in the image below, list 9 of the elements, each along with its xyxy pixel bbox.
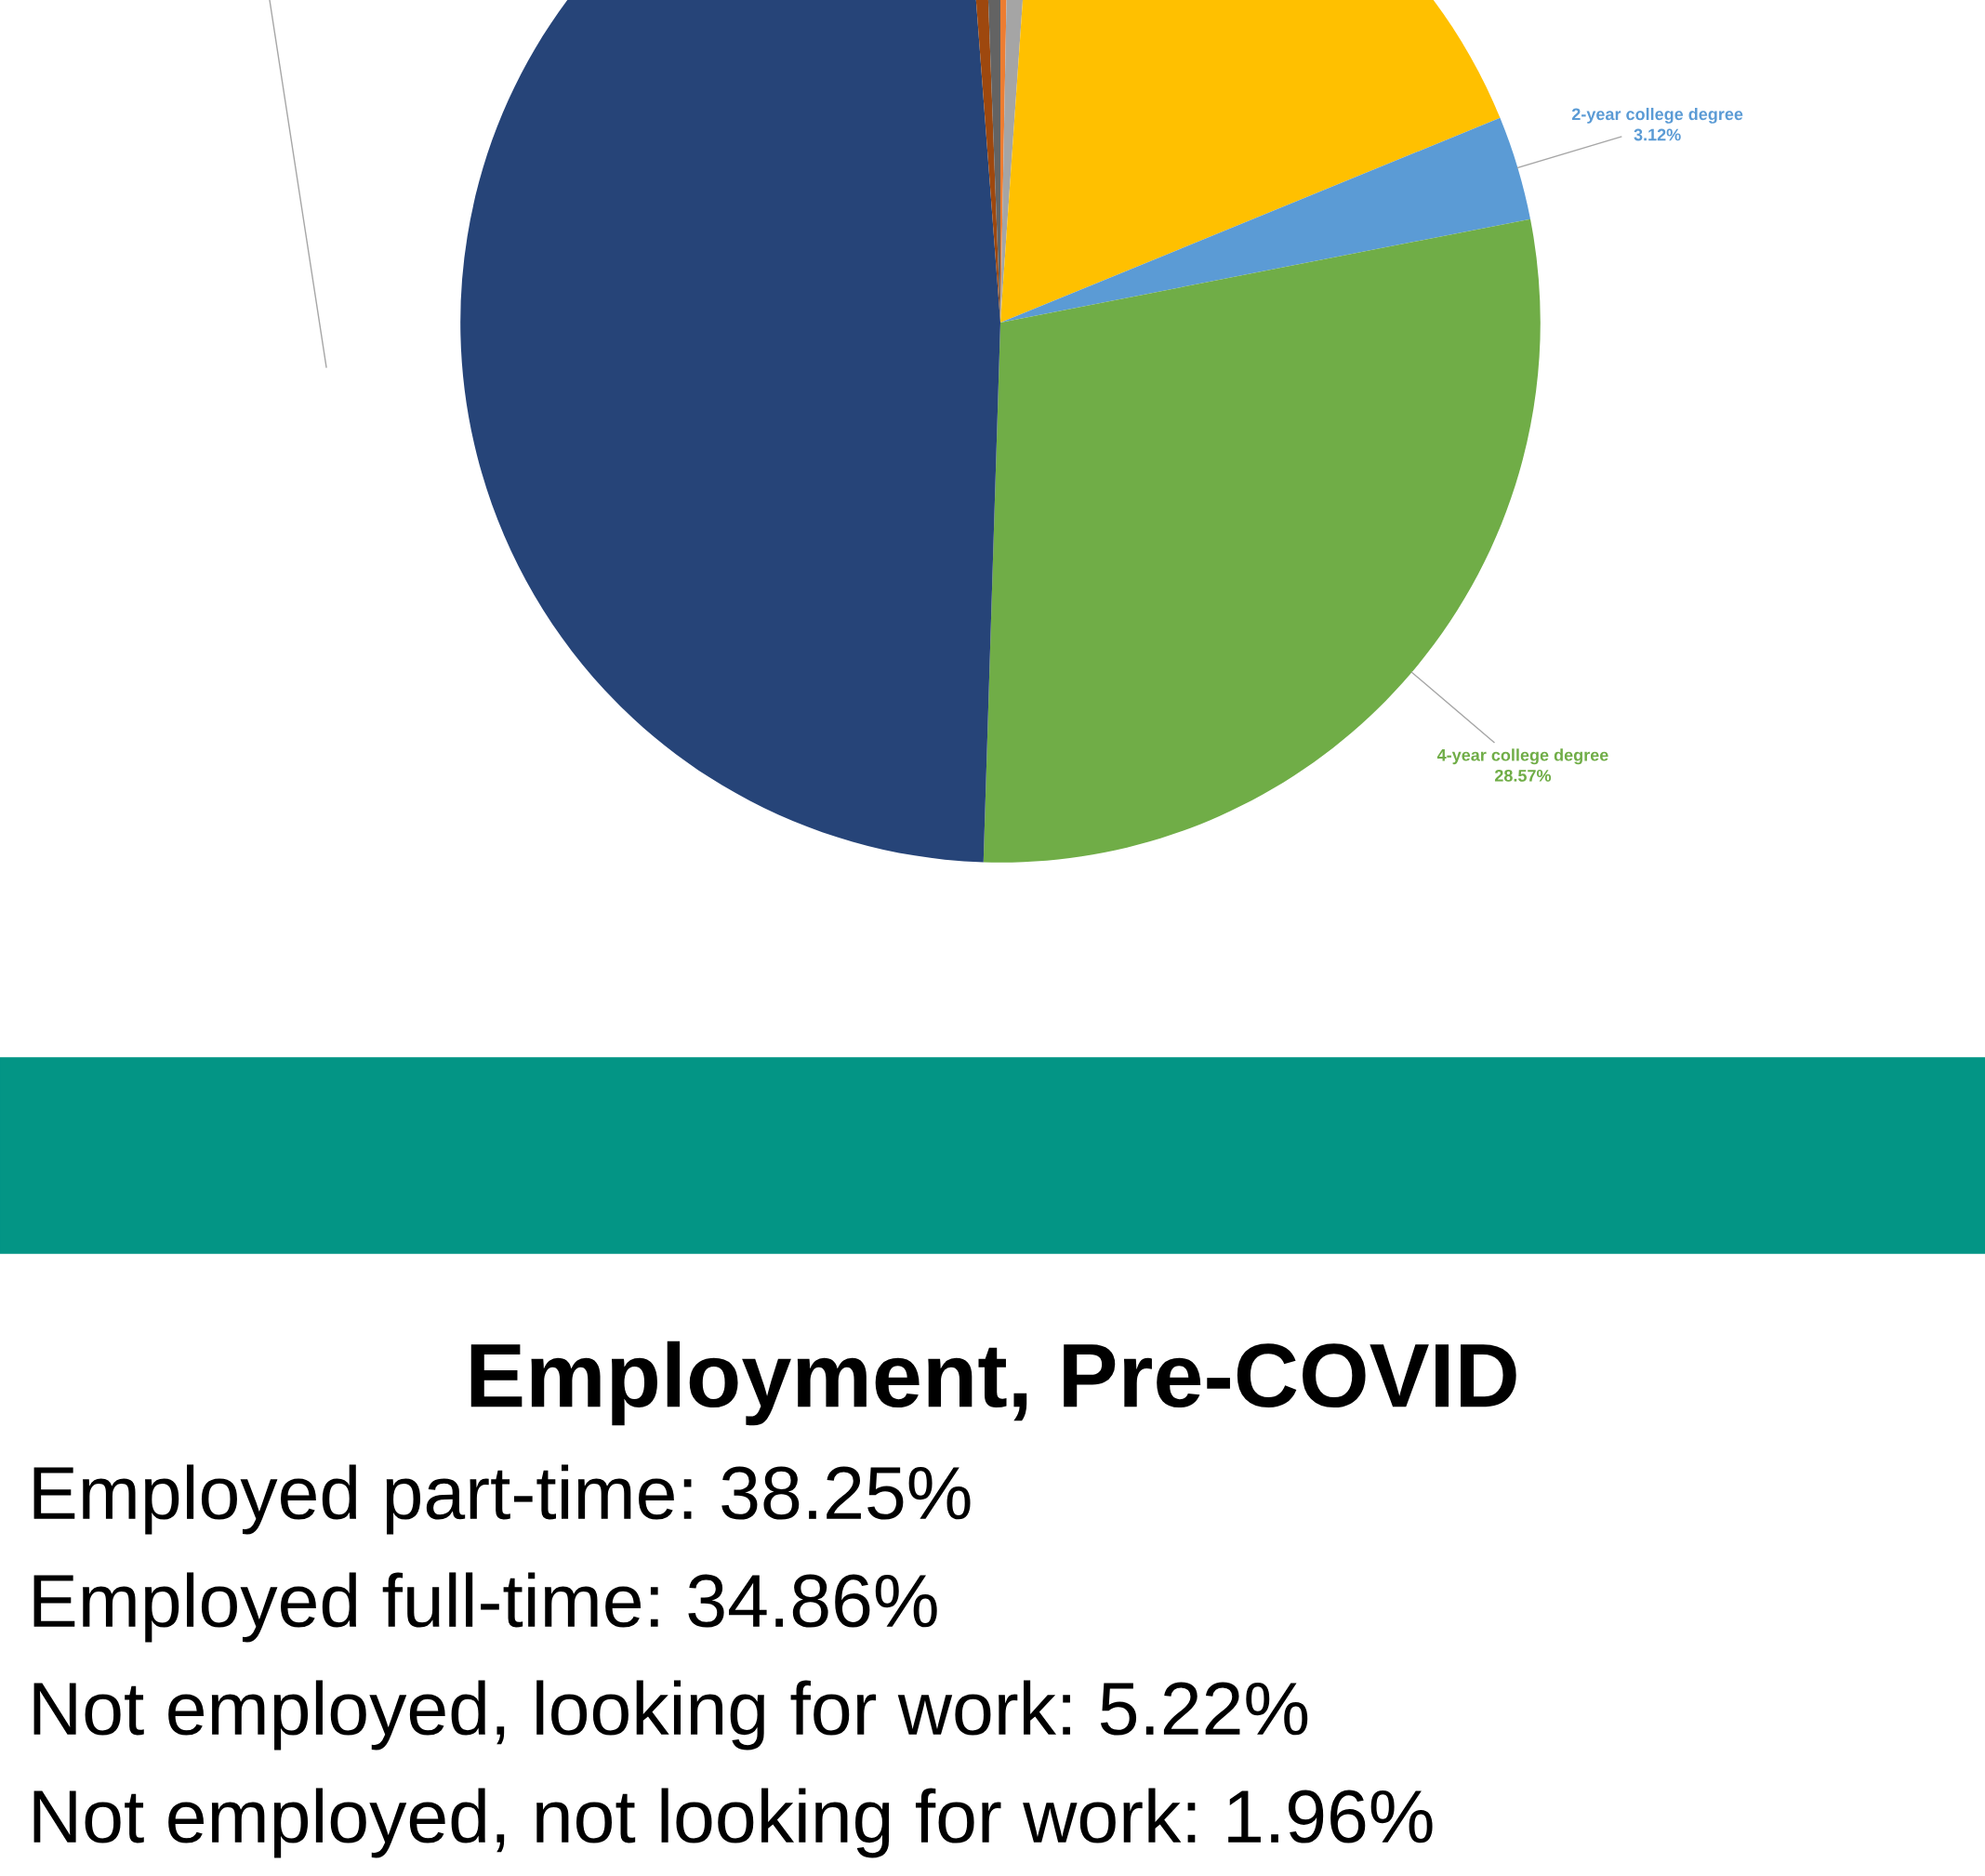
slice-label: 4-year college degree	[1436, 748, 1608, 765]
text: Employed full-time: 34.86%	[33, 1572, 937, 1643]
data-label: 28.57%	[1494, 769, 1552, 782]
data-label: 3.12%	[1634, 128, 1681, 141]
slice-label: 2-year college degree	[1571, 107, 1743, 124]
text: Employment, Pre-COVID	[470, 1341, 1516, 1426]
text: Employed part-time: 38.25%	[33, 1464, 971, 1535]
text: Not employed, looking for work: 5.22%	[33, 1680, 1308, 1750]
text: Not employed, not looking for work: 1.96%	[33, 1788, 1433, 1858]
